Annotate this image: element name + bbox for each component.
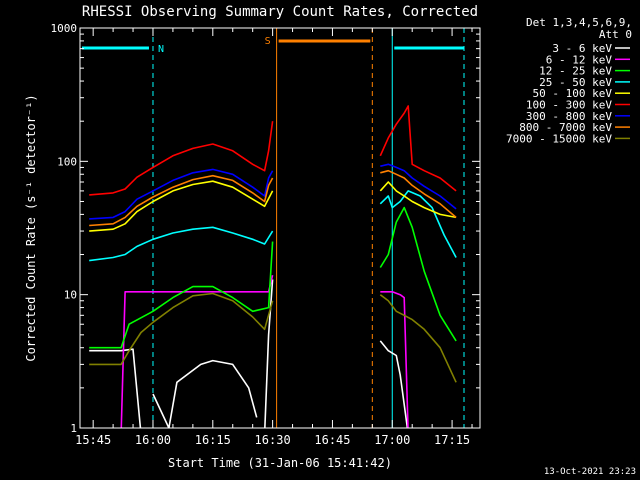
night-marker-label: N <box>158 44 164 55</box>
series-line-0-segment-1 <box>152 359 258 428</box>
series-line-5-segment-0 <box>89 121 274 196</box>
legend-label-1: 6 - 12 keV <box>546 53 613 66</box>
legend-label-6: 300 - 800 keV <box>526 110 612 123</box>
series-line-4-segment-1 <box>379 181 457 219</box>
series-line-5-segment-1 <box>379 105 457 192</box>
series-line-7-segment-0 <box>89 174 274 227</box>
series-line-1-segment-0 <box>120 275 274 428</box>
x-tick-label-0: 15:45 <box>75 433 111 447</box>
legend-label-2: 12 - 25 keV <box>539 65 612 78</box>
series-line-0-segment-2 <box>264 279 274 428</box>
legend-label-3: 25 - 50 keV <box>539 76 612 89</box>
legend-label-5: 100 - 300 keV <box>526 99 612 112</box>
series-line-2-segment-0 <box>89 241 274 349</box>
y-axis-label: Corrected Count Rate (s⁻¹ detector⁻¹) <box>24 94 38 361</box>
series-line-7-segment-1 <box>380 169 457 219</box>
legend-label-4: 50 - 100 keV <box>533 87 613 100</box>
plot-frame <box>79 27 481 429</box>
y-tick-label-1: 10 <box>64 289 77 302</box>
series-line-6-segment-1 <box>380 163 457 210</box>
series-line-3-segment-0 <box>89 226 274 262</box>
x-tick-label-2: 16:15 <box>195 433 231 447</box>
y-tick-label-2: 100 <box>57 155 77 168</box>
series-line-2-segment-1 <box>379 206 457 342</box>
y-tick-label-3: 1000 <box>51 22 78 35</box>
y-tick-label-0: 1 <box>70 422 77 435</box>
series-line-0-segment-0 <box>89 348 142 428</box>
x-tick-label-6: 17:15 <box>434 433 470 447</box>
series-line-4-segment-0 <box>89 180 274 232</box>
x-tick-label-4: 16:45 <box>314 433 350 447</box>
x-tick-label-5: 17:00 <box>374 433 410 447</box>
legend-header-line2: Att 0 <box>599 28 632 41</box>
series-line-8-segment-1 <box>379 294 457 383</box>
series-line-6-segment-0 <box>89 168 274 220</box>
saa-marker-label: S <box>265 36 271 47</box>
footer-date: 13-Oct-2021 23:23 <box>544 467 636 477</box>
series-line-1-segment-1 <box>380 290 409 428</box>
series-line-8-segment-0 <box>89 292 274 366</box>
legend-label-8: 7000 - 15000 keV <box>506 132 612 145</box>
chart-title: RHESSI Observing Summary Count Rates, Co… <box>82 4 478 20</box>
x-axis-label: Start Time (31-Jan-06 15:41:42) <box>168 456 392 470</box>
series-line-3-segment-1 <box>379 190 457 258</box>
series-line-0-segment-3 <box>379 340 409 428</box>
legend-label-0: 3 - 6 keV <box>552 42 612 55</box>
legend-header-line1: Det 1,3,4,5,6,9, <box>526 16 632 29</box>
legend-label-7: 800 - 7000 keV <box>519 121 612 134</box>
x-tick-label-1: 16:00 <box>135 433 171 447</box>
x-tick-label-3: 16:30 <box>255 433 291 447</box>
